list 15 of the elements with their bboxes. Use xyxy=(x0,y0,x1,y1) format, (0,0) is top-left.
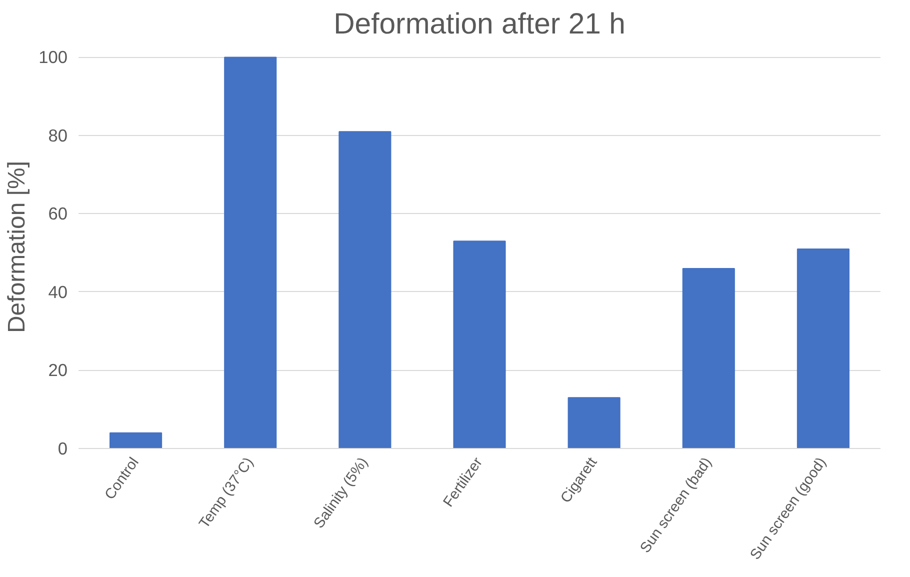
bar xyxy=(568,397,620,448)
bar xyxy=(682,268,735,448)
y-tick-label: 60 xyxy=(48,204,68,224)
y-tick-label: 20 xyxy=(48,360,68,380)
chart-title: Deformation after 21 h xyxy=(334,8,626,40)
y-tick-label: 80 xyxy=(48,125,68,146)
bar xyxy=(453,240,506,448)
bar xyxy=(224,56,277,448)
y-tick-label: 100 xyxy=(38,47,68,68)
y-tick-label: 0 xyxy=(58,438,68,458)
y-axis-title: Deformation [%] xyxy=(4,160,31,334)
bar xyxy=(796,248,850,448)
bar xyxy=(338,131,392,448)
bar xyxy=(110,432,162,448)
y-tick-label: 40 xyxy=(48,282,68,302)
